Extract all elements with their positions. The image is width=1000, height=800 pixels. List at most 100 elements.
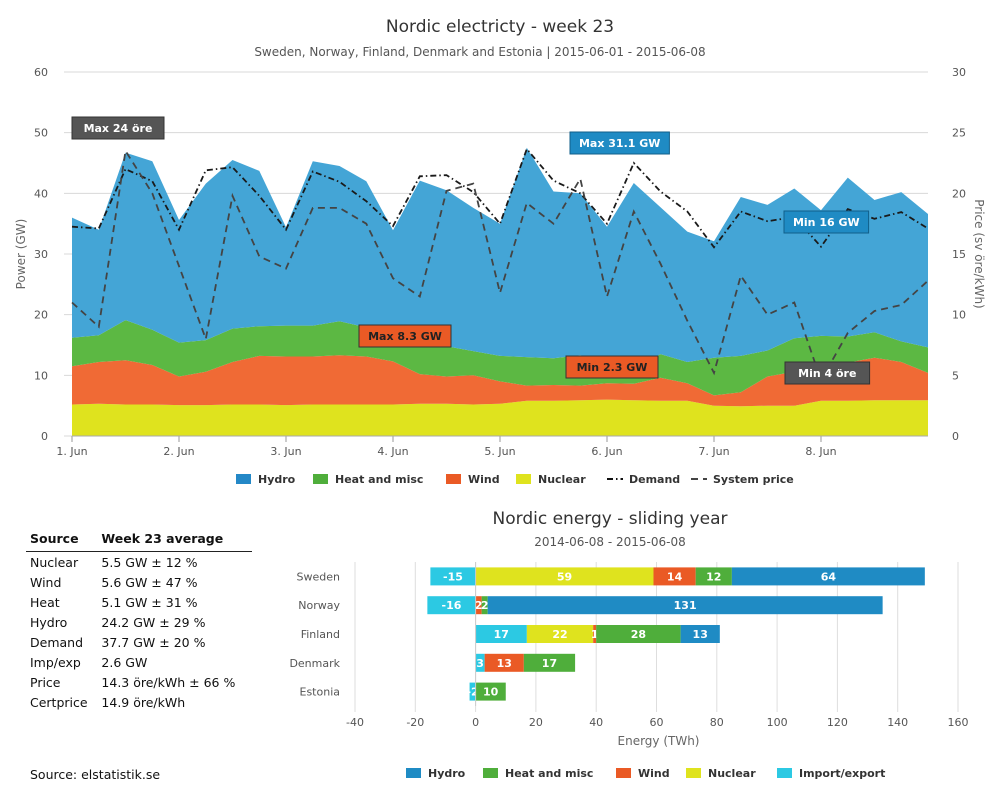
bar-label: 2 bbox=[481, 599, 489, 612]
annotation-max-8-3-gw: Max 8.3 GW bbox=[358, 324, 452, 348]
bar-label: 28 bbox=[631, 628, 646, 641]
table-cell: Demand bbox=[30, 635, 84, 650]
y-tick-label: 10 bbox=[34, 369, 48, 382]
table-cell: 5.1 GW ± 31 % bbox=[101, 595, 198, 610]
legend-swatch bbox=[406, 768, 421, 778]
x-tick-label: 0 bbox=[472, 716, 479, 729]
legend-swatch bbox=[313, 474, 328, 484]
annotation-min-16-gw: Min 16 GW bbox=[783, 210, 870, 234]
bar-hydro-finland bbox=[680, 625, 720, 643]
y-tick-label: 50 bbox=[34, 127, 48, 140]
bar-label: 10 bbox=[483, 686, 499, 699]
legend-item-import-export: Import/export bbox=[799, 767, 885, 780]
x-tick-label: 80 bbox=[710, 716, 724, 729]
annotation-box bbox=[783, 210, 870, 234]
x-tick-label: 3. Jun bbox=[270, 445, 301, 458]
table-header-source: Source bbox=[26, 528, 98, 552]
y-tick-label: 40 bbox=[34, 187, 48, 200]
bar-import-export-estonia bbox=[469, 682, 476, 701]
bar-heat-and-misc-denmark bbox=[523, 653, 576, 672]
legend-swatch bbox=[446, 474, 461, 484]
bottom-legend: Hydro Heat and misc Wind Nuclear Import/expo… bbox=[406, 767, 885, 780]
bar-nuclear-sweden bbox=[475, 567, 654, 586]
x-tick-label: 160 bbox=[948, 716, 969, 729]
y2-tick-label: 20 bbox=[952, 187, 966, 200]
legend-item-nuclear: Nuclear bbox=[538, 473, 586, 486]
legend-item-system-price: System price bbox=[713, 473, 794, 486]
x-tick-label: 8. Jun bbox=[805, 445, 836, 458]
bar-heat-and-misc-finland bbox=[596, 625, 681, 643]
bar-label: 12 bbox=[706, 570, 721, 583]
annotation-label: Max 31.1 GW bbox=[579, 137, 660, 150]
table-cell: 24.2 GW ± 29 % bbox=[101, 615, 206, 630]
annotation-box bbox=[569, 131, 670, 155]
annotation-label: Min 2.3 GW bbox=[577, 361, 648, 374]
x-tick-label: 5. Jun bbox=[484, 445, 515, 458]
bar-label: 131 bbox=[674, 599, 697, 612]
table-row: Hydro 24.2 GW ± 29 % bbox=[26, 612, 252, 632]
x-tick-label: 4. Jun bbox=[377, 445, 408, 458]
bar-hydro-norway bbox=[487, 596, 883, 615]
y-axis-label: Power (GW) bbox=[14, 219, 28, 290]
annotation-box bbox=[71, 116, 165, 140]
bar-label: 13 bbox=[497, 657, 512, 670]
category-label-sweden: Sweden bbox=[297, 570, 340, 583]
y2-tick-label: 30 bbox=[952, 66, 966, 79]
category-label-finland: Finland bbox=[301, 628, 340, 641]
chart-subtitle-2: 2014-06-08 - 2015-06-08 bbox=[534, 535, 685, 549]
series-area-nuclear bbox=[72, 399, 928, 436]
bar-import-export-sweden bbox=[430, 567, 476, 586]
y2-tick-label: 10 bbox=[952, 309, 966, 322]
y2-tick-label: 5 bbox=[952, 369, 959, 382]
x-axis-label-2: Energy (TWh) bbox=[618, 734, 700, 748]
y-tick-label: 60 bbox=[34, 66, 48, 79]
category-label-estonia: Estonia bbox=[300, 686, 341, 699]
annotation-label: Max 24 öre bbox=[84, 122, 153, 135]
x-tick-label: 1. Jun bbox=[56, 445, 87, 458]
chart-title: Nordic electricty - week 23 bbox=[386, 17, 614, 37]
series-line-system-price bbox=[71, 148, 929, 383]
y-tick-label: 30 bbox=[34, 248, 48, 261]
annotation-max-31-1-gw: Max 31.1 GW bbox=[569, 131, 670, 155]
series-area-heat-and-misc bbox=[72, 320, 928, 396]
table-cell: Heat bbox=[30, 595, 60, 610]
table-cell: Imp/exp bbox=[30, 655, 81, 670]
x-tick-label: 6. Jun bbox=[591, 445, 622, 458]
table-cell: 2.6 GW bbox=[101, 655, 148, 670]
annotation-min-2-3-gw: Min 2.3 GW bbox=[565, 355, 659, 379]
bar-heat-and-misc-norway bbox=[481, 596, 488, 615]
table-row: Imp/exp 2.6 GW bbox=[26, 652, 252, 672]
bar-label: 59 bbox=[557, 570, 572, 583]
table-cell: 37.7 GW ± 20 % bbox=[101, 635, 206, 650]
y-tick-label: 0 bbox=[41, 430, 48, 443]
table-header-average: Week 23 average bbox=[97, 528, 252, 552]
table-cell: 14.3 öre/kWh ± 66 % bbox=[101, 675, 236, 690]
table-cell: 5.5 GW ± 12 % bbox=[101, 555, 198, 570]
bar-nuclear-finland bbox=[526, 625, 594, 643]
annotation-box bbox=[565, 355, 659, 379]
bar-label: 2 bbox=[475, 599, 483, 612]
bar-wind-finland bbox=[593, 625, 597, 643]
legend-item-wind: Wind bbox=[468, 473, 500, 486]
bar-import-export-norway bbox=[427, 596, 476, 615]
x-tick-label: 140 bbox=[887, 716, 908, 729]
y2-tick-label: 0 bbox=[952, 430, 959, 443]
category-label-norway: Norway bbox=[298, 599, 340, 612]
x-tick-label: 20 bbox=[529, 716, 543, 729]
week-power-chart: Nordic electricty - week 23 Sweden, Norwa… bbox=[14, 17, 986, 486]
table-row: Demand 37.7 GW ± 20 % bbox=[26, 632, 252, 652]
x-tick-label: 60 bbox=[650, 716, 664, 729]
x-tick-label: 7. Jun bbox=[698, 445, 729, 458]
table-row: Price 14.3 öre/kWh ± 66 % bbox=[26, 672, 252, 692]
y2-tick-label: 25 bbox=[952, 127, 966, 140]
bar-label: 17 bbox=[494, 628, 509, 641]
annotation-box bbox=[358, 324, 452, 348]
legend-swatch bbox=[483, 768, 498, 778]
table-cell: Hydro bbox=[30, 615, 68, 630]
x-tick-label: 120 bbox=[827, 716, 848, 729]
legend-swatch bbox=[616, 768, 631, 778]
bar-label: 64 bbox=[821, 570, 837, 583]
legend-item-heat-and-misc: Heat and misc bbox=[335, 473, 423, 486]
bar-heat-and-misc-sweden bbox=[695, 567, 732, 586]
